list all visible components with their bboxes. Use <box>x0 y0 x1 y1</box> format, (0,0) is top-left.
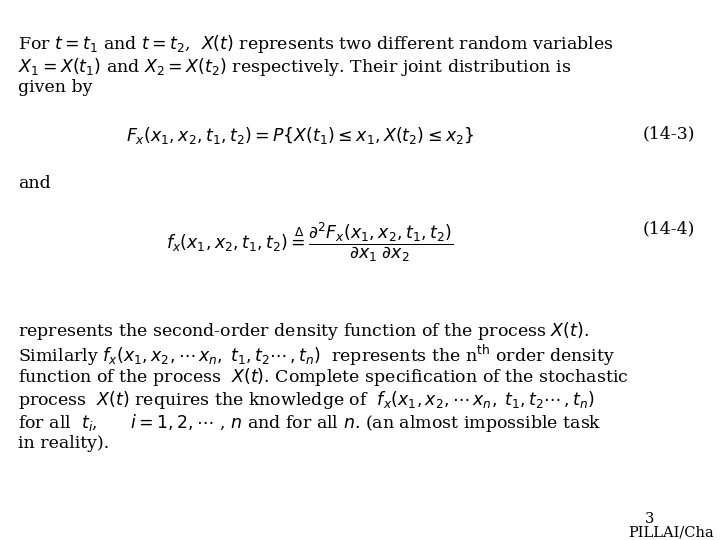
Text: and: and <box>18 175 50 192</box>
Text: $X_1 = X(t_1)$ and $X_2 = X(t_2)$ respectively. Their joint distribution is: $X_1 = X(t_1)$ and $X_2 = X(t_2)$ respec… <box>18 56 572 78</box>
Text: in reality).: in reality). <box>18 435 109 452</box>
Text: (14-3): (14-3) <box>642 125 695 142</box>
Text: represents the second-order density function of the process $X(t)$.: represents the second-order density func… <box>18 320 589 342</box>
Text: $F_x(x_1, x_2, t_1, t_2) = P\{X(t_1) \leq x_1, X(t_2) \leq x_2\}$: $F_x(x_1, x_2, t_1, t_2) = P\{X(t_1) \le… <box>126 125 474 146</box>
Text: (14-4): (14-4) <box>643 220 695 237</box>
Text: given by: given by <box>18 79 92 96</box>
Text: function of the process  $X(t)$. Complete specification of the stochastic: function of the process $X(t)$. Complete… <box>18 366 629 388</box>
Text: PILLAI/Cha: PILLAI/Cha <box>628 526 714 540</box>
Text: for all  $t_i$,      $i = 1, 2, \cdots$ , $n$ and for all $n$. (an almost imposs: for all $t_i$, $i = 1, 2, \cdots$ , $n$ … <box>18 412 602 434</box>
Text: process  $X(t)$ requires the knowledge of  $f_x(x_1, x_2, \cdots \, x_n, \; t_1,: process $X(t)$ requires the knowledge of… <box>18 389 595 411</box>
Text: $f_x(x_1, x_2, t_1, t_2) \overset{\Delta}{=} \dfrac{\partial^2 F_x(x_1, x_2, t_1: $f_x(x_1, x_2, t_1, t_2) \overset{\Delta… <box>166 220 454 264</box>
Text: 3: 3 <box>645 512 654 526</box>
Text: Similarly $f_x(x_1, x_2, \cdots \, x_n, \; t_1, t_2 \cdots \, ,t_n)$  represents: Similarly $f_x(x_1, x_2, \cdots \, x_n, … <box>18 343 615 368</box>
Text: For $t = t_1$ and $t = t_2$,  $X(t)$ represents two different random variables: For $t = t_1$ and $t = t_2$, $X(t)$ repr… <box>18 33 613 55</box>
